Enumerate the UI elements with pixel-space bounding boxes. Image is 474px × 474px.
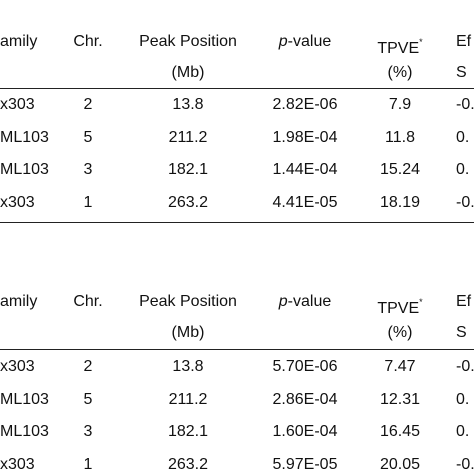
table-cell: -0. <box>456 96 474 113</box>
table-cell: 13.8 <box>172 358 204 375</box>
table-cell: -0. <box>456 358 474 375</box>
table-cell: 12.31 <box>379 390 421 408</box>
table-cell: 16.45 <box>379 423 421 441</box>
table-cell: 0. <box>456 161 470 179</box>
subheader-cell: S <box>456 324 467 341</box>
table-cell: 211.2 <box>168 128 208 146</box>
subheader-cell: S <box>456 64 467 81</box>
table-cell: 18.19 <box>379 194 421 212</box>
table-cell: 3 <box>83 423 93 441</box>
table-cell: 13.8 <box>172 96 204 113</box>
table-cell: 1 <box>83 194 93 212</box>
table-cell: 2.82E-06 <box>272 96 338 113</box>
header-cell: Peak Position <box>139 293 237 310</box>
header-part: -value <box>287 33 332 50</box>
table-cell: 5 <box>83 128 93 146</box>
header-cell: TPVE* <box>377 33 422 58</box>
header-cell: p-value <box>279 293 331 311</box>
header-cell: Ef <box>456 33 472 50</box>
header-cell: amily <box>0 33 38 50</box>
header-cell: Peak Position <box>139 33 237 50</box>
header-cell: amily <box>0 293 38 310</box>
table-cell: 263.2 <box>167 456 209 474</box>
table-cell: 182.1 <box>167 423 209 441</box>
header-cell: Ef <box>456 293 472 310</box>
table-rule <box>0 222 474 223</box>
header-part: p <box>278 293 288 310</box>
table-cell: 1.44E-04 <box>272 161 338 179</box>
table-cell: 1.60E-04 <box>272 423 338 441</box>
table-cell: 7.9 <box>388 96 412 113</box>
table-cell: ML103 <box>0 128 49 146</box>
table-cell: ML103 <box>0 161 49 179</box>
table-cell: 5 <box>83 390 93 408</box>
table-rule <box>0 88 474 89</box>
table-rule <box>0 349 474 350</box>
table-cell: 1 <box>83 456 93 474</box>
header-part: p <box>278 33 288 50</box>
table-cell: x303 <box>0 456 35 474</box>
table-cell: 11.8 <box>385 128 415 146</box>
header-part: * <box>419 297 423 307</box>
header-part: * <box>419 37 423 47</box>
table-cell: 20.05 <box>379 456 421 474</box>
header-cell: Chr. <box>73 293 103 310</box>
header-part: TPVE <box>377 300 420 317</box>
subheader-cell: (%) <box>387 324 413 341</box>
header-cell: p-value <box>279 33 331 51</box>
subheader-cell: (Mb) <box>171 324 205 341</box>
table-cell: 4.41E-05 <box>272 194 338 212</box>
table-cell: 1.98E-04 <box>272 128 338 146</box>
header-part: TPVE <box>377 40 420 57</box>
subheader-cell: (%) <box>387 64 413 81</box>
table-cell: 211.2 <box>168 390 208 408</box>
table-cell: 3 <box>83 161 93 179</box>
header-part: -value <box>287 293 332 310</box>
table-cell: x303 <box>0 358 35 375</box>
table-cell: 0. <box>456 390 470 408</box>
table-cell: 182.1 <box>167 161 209 179</box>
subheader-cell: (Mb) <box>171 64 205 81</box>
table-cell: 263.2 <box>167 194 209 212</box>
table-cell: 15.24 <box>379 161 421 179</box>
table-cell: 7.47 <box>384 358 416 375</box>
table-cell: 2 <box>83 96 93 113</box>
header-cell: TPVE* <box>377 293 422 318</box>
table-cell: 0. <box>456 128 470 146</box>
table-cell: ML103 <box>0 423 49 441</box>
table-cell: x303 <box>0 96 35 113</box>
table-cell: -0. <box>456 194 474 212</box>
table-cell: 5.70E-06 <box>272 358 338 375</box>
table-cell: ML103 <box>0 390 49 408</box>
table-cell: x303 <box>0 194 35 212</box>
table-cell: 0. <box>456 423 470 441</box>
table-cell: -0. <box>456 456 474 474</box>
table-cell: 2.86E-04 <box>272 390 338 408</box>
header-cell: Chr. <box>73 33 103 50</box>
table-cell: 2 <box>83 358 93 375</box>
table-cell: 5.97E-05 <box>272 456 338 474</box>
